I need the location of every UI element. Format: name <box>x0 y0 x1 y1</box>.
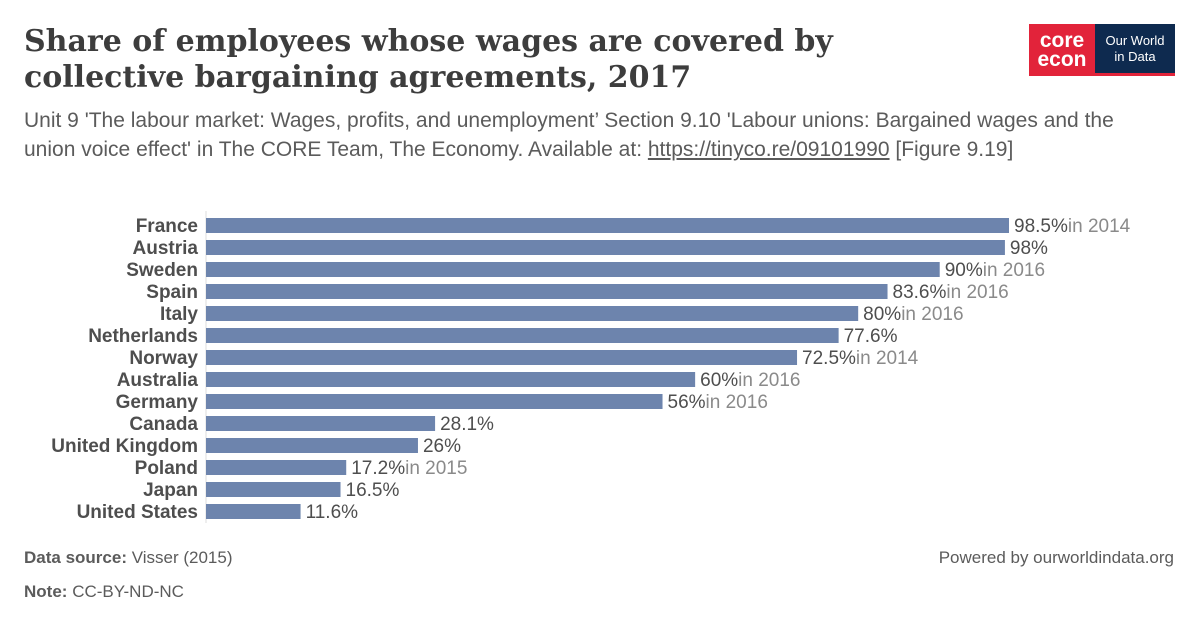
value-label: 98% <box>1010 238 1048 259</box>
category-label: Poland <box>135 458 198 479</box>
value-label: 72.5%in 2014 <box>802 348 919 369</box>
value-label: 11.6% <box>306 502 359 523</box>
year-note: in 2016 <box>738 370 800 391</box>
bar[interactable] <box>206 372 696 387</box>
subtitle-link[interactable]: https://tinyco.re/09101990 <box>647 138 890 161</box>
value-label: 80%in 2016 <box>863 304 963 325</box>
bar[interactable] <box>206 240 1005 255</box>
chart-subtitle: Unit 9 'The labour market: Wages, profit… <box>24 106 1154 164</box>
bar[interactable] <box>206 416 436 431</box>
year-note: in 2016 <box>946 282 1008 303</box>
bar[interactable] <box>206 350 798 365</box>
value-label: 90%in 2016 <box>945 260 1045 281</box>
core-logo-line1: core <box>1039 29 1085 52</box>
value-label: 83.6%in 2016 <box>893 282 1009 303</box>
category-label: Germany <box>116 392 199 413</box>
owid-logo-line2: in Data <box>1114 48 1156 64</box>
note-label: Note: <box>24 582 68 601</box>
year-note: in 2016 <box>706 392 768 413</box>
owid-logo-line1: Our World <box>1105 32 1165 48</box>
value-label: 16.5% <box>346 480 400 501</box>
value-label: 26% <box>423 436 461 457</box>
license-note: Note: CC-BY-ND-NC <box>24 582 184 602</box>
year-note: in 2014 <box>1068 216 1131 237</box>
data-source-label: Data source: <box>24 548 127 567</box>
value-label: 60%in 2016 <box>700 370 800 391</box>
value-label: 56%in 2016 <box>668 392 768 413</box>
year-note: in 2015 <box>405 458 467 479</box>
category-label: Spain <box>146 282 198 303</box>
value-label: 28.1% <box>440 414 494 435</box>
bar[interactable] <box>206 284 888 299</box>
core-logo-line2: econ <box>1037 48 1087 71</box>
category-label: Netherlands <box>88 326 198 347</box>
bar[interactable] <box>206 482 341 497</box>
value-label: 77.6% <box>844 326 898 347</box>
value-label: 98.5%in 2014 <box>1014 216 1131 237</box>
category-label: Norway <box>129 348 198 369</box>
year-note: in 2016 <box>983 260 1045 281</box>
bar[interactable] <box>206 394 663 409</box>
bar[interactable] <box>206 438 418 453</box>
category-label: Sweden <box>126 260 198 281</box>
year-note: in 2014 <box>856 348 919 369</box>
bar[interactable] <box>206 262 940 277</box>
powered-by[interactable]: Powered by ourworldindata.org <box>938 548 1174 567</box>
note-value: CC-BY-ND-NC <box>72 582 184 601</box>
value-label: 17.2%in 2015 <box>351 458 467 479</box>
category-label: Austria <box>133 238 199 259</box>
category-label: Australia <box>117 370 199 391</box>
data-source: Data source: Visser (2015) <box>24 548 233 568</box>
data-source-value[interactable]: Visser (2015) <box>131 548 233 567</box>
subtitle-text: Unit 9 'The labour market: Wages, profit… <box>24 109 1114 161</box>
our-world-in-data-logo[interactable]: Our World in Data <box>1095 24 1175 76</box>
bar[interactable] <box>206 504 301 519</box>
core-econ-logo[interactable]: core econ <box>1029 24 1095 76</box>
bar[interactable] <box>206 328 839 343</box>
bar-chart: France 98.5%in 2014 Austria 98% Sweden 90%in … <box>51 211 1131 523</box>
year-note: in 2016 <box>901 304 963 325</box>
chart-title: Share of employees whose wages are cover… <box>24 24 833 95</box>
bar[interactable] <box>206 460 347 475</box>
category-label: Canada <box>129 414 198 435</box>
bar[interactable] <box>206 218 1009 233</box>
subtitle-figure-ref: [Figure 9.19] <box>895 138 1014 161</box>
bar[interactable] <box>206 306 859 321</box>
category-label: France <box>136 216 198 237</box>
logos[interactable]: core econ Our World in Data <box>1029 24 1175 76</box>
category-label: United States <box>77 502 198 523</box>
category-label: Italy <box>160 304 198 325</box>
category-label: Japan <box>143 480 198 501</box>
category-label: United Kingdom <box>51 436 198 457</box>
